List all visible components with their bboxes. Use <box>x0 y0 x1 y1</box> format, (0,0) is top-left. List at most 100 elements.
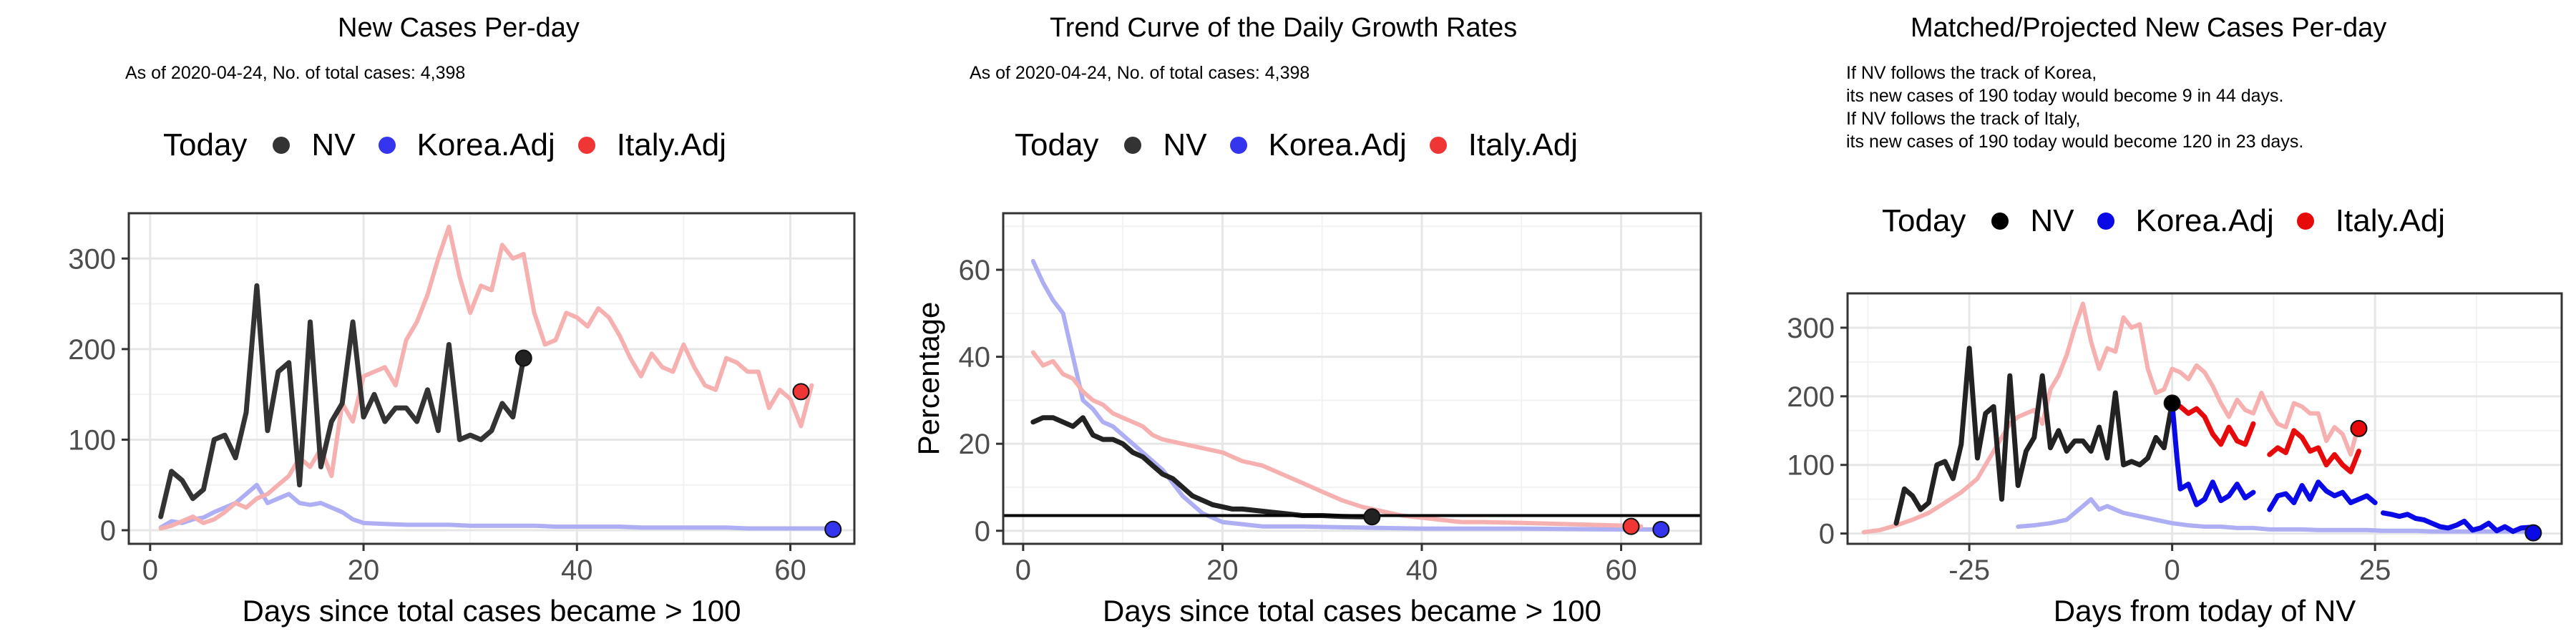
today-point-nv <box>514 349 532 367</box>
legend-label: Korea.Adj <box>1268 127 1407 162</box>
legend-item-italy: Italy.Adj <box>2296 203 2446 239</box>
y-tick-label: 0 <box>1819 519 1835 550</box>
legend-label: NV <box>311 127 356 162</box>
panel-subtitle: As of 2020-04-24, No. of total cases: 4,… <box>125 63 466 83</box>
x-tick-label: 60 <box>774 555 806 586</box>
series-line-nv <box>1030 415 1375 519</box>
legend-item-nv: NV <box>273 127 356 163</box>
series-line-nv <box>1893 346 2175 526</box>
projection-note-2: its new cases of 190 today would become … <box>1846 86 2284 106</box>
x-axis-label: Days from today of NV <box>2054 594 2356 628</box>
x-tick-label: 25 <box>2359 555 2391 586</box>
legend-item-italy: Italy.Adj <box>1429 127 1579 163</box>
legend-dot <box>2296 213 2314 230</box>
legend-dot <box>1991 213 2009 230</box>
chart-legend: Today NV Korea.Adj Italy.Adj <box>1015 127 1601 163</box>
legend-label: NV <box>1163 127 1207 162</box>
panel-title: New Cases Per-day <box>338 13 580 43</box>
legend-item-italy: Italy.Adj <box>577 127 727 163</box>
legend-dot <box>1229 137 1247 154</box>
today-point-korea-adj <box>1652 520 1670 538</box>
series-line-italy-adj <box>158 225 814 531</box>
y-tick-label: 60 <box>959 255 991 286</box>
plot-data <box>1861 301 2542 542</box>
y-tick-label: 20 <box>959 429 991 460</box>
x-axis-label: Days since total cases became > 100 <box>1103 594 1601 628</box>
plot-border <box>127 212 856 545</box>
legend-dot <box>1124 137 1142 154</box>
y-tick-label: 300 <box>1787 313 1835 344</box>
legend-dot <box>378 137 396 154</box>
legend-dot <box>2097 213 2114 230</box>
panel-growth-rates: Trend Curve of the Daily Growth Rates As… <box>859 0 1717 644</box>
x-tick-label: 40 <box>561 555 593 586</box>
plot-data <box>158 225 842 538</box>
y-tick-label: 200 <box>68 334 116 366</box>
series-line-korea-adj-past <box>2016 497 2532 534</box>
chart-3: -25 0 25 0 100 200 300 Days from today of NV <box>1787 292 2563 628</box>
x-tick-label: 20 <box>348 555 380 586</box>
plot-border <box>1002 212 1702 545</box>
y-axis-label: Percentage <box>912 302 945 456</box>
y-tick-label: 0 <box>100 515 116 547</box>
legend-label: Korea.Adj <box>2135 203 2274 238</box>
today-point-korea-adj <box>2524 524 2542 542</box>
series-line-italy-adj-projected <box>2267 428 2361 474</box>
plot-area <box>1003 213 1701 544</box>
legend-label: Italy.Adj <box>616 127 727 162</box>
projection-note-4: its new cases of 190 today would become … <box>1846 132 2304 152</box>
today-point-nv <box>1363 508 1381 526</box>
legend-label: Italy.Adj <box>2335 203 2446 238</box>
projection-note-3: If NV follows the track of Italy, <box>1846 109 2081 129</box>
panel-title: Matched/Projected New Cases Per-day <box>1911 13 2387 43</box>
series-line-korea-adj-projected <box>2170 400 2256 507</box>
x-axis-label: Days since total cases became > 100 <box>243 594 741 628</box>
legend-item-korea: Korea.Adj <box>1229 127 1407 163</box>
today-point-italy-adj <box>1622 517 1640 535</box>
legend-title: Today <box>1882 203 1966 238</box>
legend-item-korea: Korea.Adj <box>378 127 555 163</box>
legend-dot <box>577 137 595 154</box>
x-tick-label: 20 <box>1206 555 1239 586</box>
series-line-korea-adj-projected <box>2381 510 2532 535</box>
chart-1: 0 20 40 60 0 100 200 300 Days since total cases … <box>68 212 856 628</box>
plot-area <box>129 213 854 544</box>
chart-legend: Today NV Korea.Adj Italy.Adj <box>163 127 749 163</box>
legend-item-nv: NV <box>1124 127 1207 163</box>
series-line-italy-adj <box>1030 350 1644 529</box>
legend-dot <box>1429 137 1447 154</box>
legend-title: Today <box>163 127 248 162</box>
x-tick-label: 0 <box>2165 555 2180 586</box>
legend-label: Italy.Adj <box>1468 127 1579 162</box>
panel-new-cases: New Cases Per-day As of 2020-04-24, No. … <box>0 0 859 644</box>
x-tick-label: 0 <box>1015 555 1031 586</box>
x-tick-label: -25 <box>1948 555 1990 586</box>
plot-data <box>1003 258 1701 538</box>
today-point-korea-adj <box>824 520 842 538</box>
x-tick-label: 40 <box>1406 555 1438 586</box>
projection-note-1: If NV follows the track of Korea, <box>1846 63 2097 83</box>
chart-legend: Today NV Korea.Adj Italy.Adj <box>1882 203 2468 239</box>
legend-dot <box>273 137 291 154</box>
y-tick-label: 40 <box>959 342 991 374</box>
plot-border <box>1846 292 2563 545</box>
x-tick-label: 60 <box>1605 555 1637 586</box>
series-line-korea-adj <box>1030 258 1664 532</box>
series-line-nv <box>158 283 527 519</box>
series-line-italy-adj-projected <box>2170 400 2256 447</box>
legend-label: Korea.Adj <box>416 127 555 162</box>
panel-title: Trend Curve of the Daily Growth Rates <box>1050 13 1518 43</box>
legend-label: NV <box>2030 203 2074 238</box>
today-point-nv <box>2163 394 2181 412</box>
legend-item-nv: NV <box>1991 203 2074 239</box>
y-tick-label: 200 <box>1787 381 1835 413</box>
y-tick-label: 0 <box>975 516 990 547</box>
series-line-korea-adj-projected <box>2267 479 2378 512</box>
legend-item-korea: Korea.Adj <box>2097 203 2274 239</box>
y-tick-label: 100 <box>1787 450 1835 482</box>
today-point-italy-adj <box>2350 419 2368 437</box>
today-point-italy-adj <box>792 383 810 401</box>
panel-subtitle: As of 2020-04-24, No. of total cases: 4,… <box>970 63 1310 83</box>
